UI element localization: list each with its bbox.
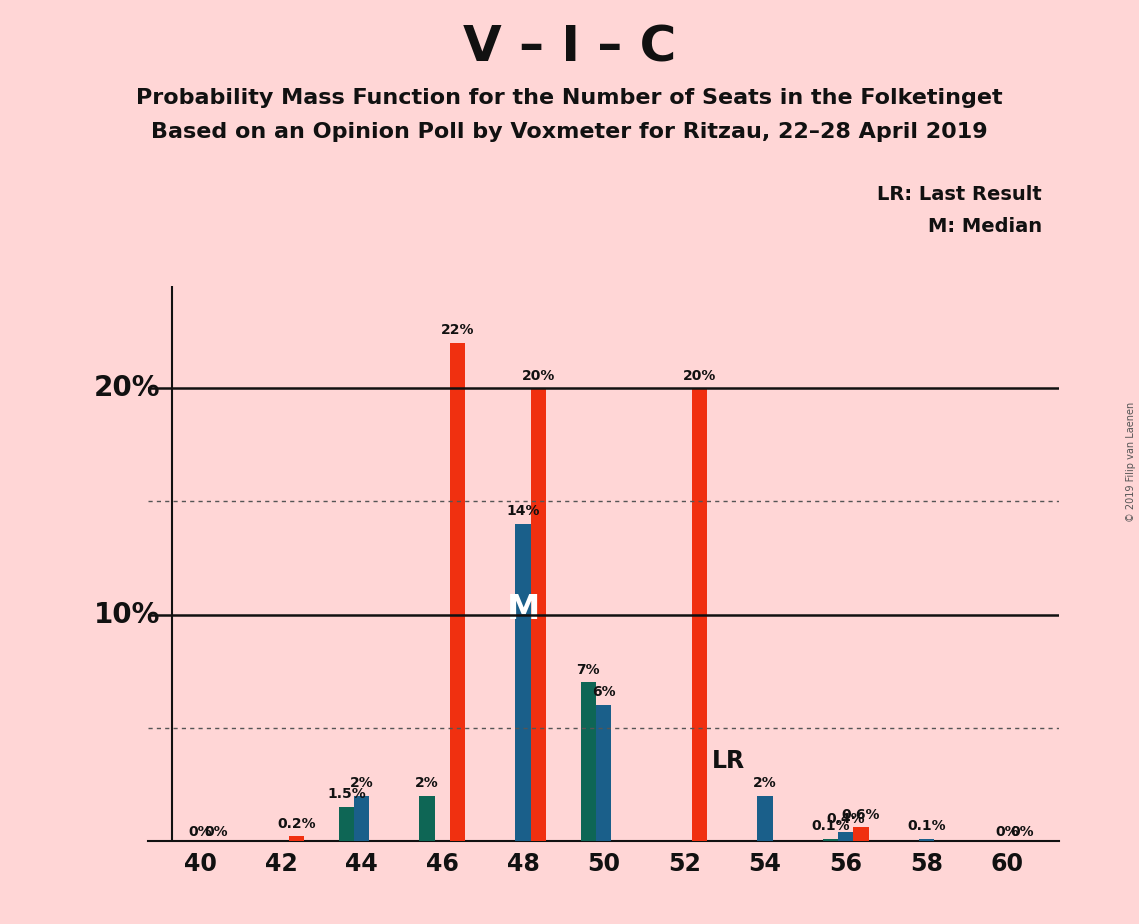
Bar <box>853 827 869 841</box>
Text: 0%: 0% <box>189 825 212 839</box>
Bar <box>822 839 838 841</box>
Bar <box>918 839 934 841</box>
Text: M: Median: M: Median <box>928 217 1042 237</box>
Text: Probability Mass Function for the Number of Seats in the Folketinget: Probability Mass Function for the Number… <box>137 88 1002 108</box>
Text: 10%: 10% <box>93 601 161 628</box>
Text: Based on an Opinion Poll by Voxmeter for Ritzau, 22–28 April 2019: Based on an Opinion Poll by Voxmeter for… <box>151 122 988 142</box>
Text: 14%: 14% <box>506 505 540 518</box>
Bar <box>419 796 435 841</box>
Bar <box>338 807 354 841</box>
Text: 0%: 0% <box>995 825 1018 839</box>
Bar <box>757 796 772 841</box>
Text: 2%: 2% <box>753 776 777 790</box>
Text: 0.4%: 0.4% <box>826 812 865 826</box>
Text: © 2019 Filip van Laenen: © 2019 Filip van Laenen <box>1125 402 1136 522</box>
Bar <box>596 705 612 841</box>
Text: 20%: 20% <box>683 369 716 383</box>
Text: 0.1%: 0.1% <box>811 819 850 833</box>
Text: 0%: 0% <box>1010 825 1034 839</box>
Bar <box>289 836 304 841</box>
Text: 0.6%: 0.6% <box>842 808 880 821</box>
Text: 20%: 20% <box>522 369 555 383</box>
Text: 6%: 6% <box>592 686 615 699</box>
Text: 0.1%: 0.1% <box>907 819 945 833</box>
Text: 2%: 2% <box>350 776 374 790</box>
Text: V – I – C: V – I – C <box>462 23 677 71</box>
Bar <box>838 832 853 841</box>
Text: 22%: 22% <box>441 323 475 337</box>
Bar <box>354 796 369 841</box>
Text: 0%: 0% <box>204 825 228 839</box>
Text: M: M <box>507 593 540 626</box>
Text: 1.5%: 1.5% <box>327 787 366 801</box>
Text: 0.2%: 0.2% <box>277 817 316 831</box>
Text: 20%: 20% <box>93 374 161 402</box>
Bar <box>515 524 531 841</box>
Text: 2%: 2% <box>416 776 439 790</box>
Bar <box>693 388 707 841</box>
Text: 7%: 7% <box>576 663 600 676</box>
Bar <box>581 683 596 841</box>
Text: LR: Last Result: LR: Last Result <box>877 185 1042 204</box>
Bar <box>531 388 546 841</box>
Text: LR: LR <box>712 749 745 773</box>
Bar <box>450 343 466 841</box>
